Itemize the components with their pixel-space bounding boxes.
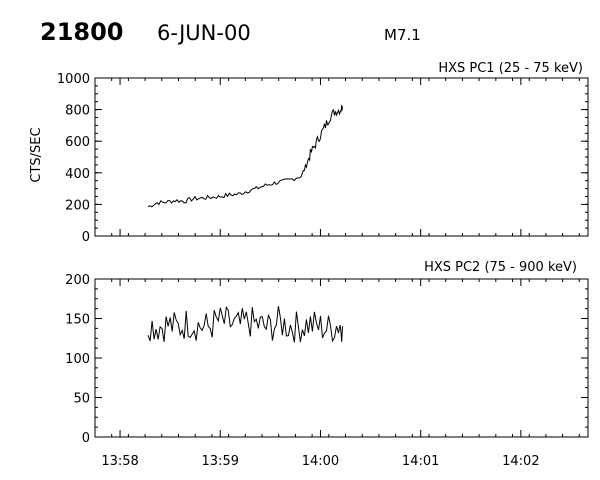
panel-title-pc1: HXS PC1 (25 - 75 keV) bbox=[438, 61, 583, 76]
tick-group-pc2: 0 50 100 150 200 bbox=[65, 273, 588, 446]
y-tick-label: 200 bbox=[65, 273, 90, 288]
y-tick-label: 1000 bbox=[57, 72, 90, 87]
event-number: 21800 bbox=[40, 18, 124, 46]
x-tick-labels: 13:58 13:59 14:00 14:01 14:02 bbox=[101, 454, 539, 469]
tick-group-pc1: 0 200 400 600 800 1000 bbox=[57, 72, 588, 245]
series-line-pc1 bbox=[147, 104, 343, 208]
x-tick-label: 14:01 bbox=[402, 454, 439, 469]
panel-title-pc2: HXS PC2 (75 - 900 keV) bbox=[424, 260, 577, 275]
y-tick-label: 100 bbox=[65, 352, 90, 367]
y-tick-label: 800 bbox=[65, 104, 90, 119]
plot-frame-pc2 bbox=[94, 278, 589, 438]
y-tick-label: 50 bbox=[73, 392, 90, 407]
x-tick-label: 13:58 bbox=[101, 454, 138, 469]
series-line-pc2 bbox=[147, 305, 343, 343]
y-tick-label: 200 bbox=[65, 198, 90, 213]
x-tick-label: 14:02 bbox=[502, 454, 539, 469]
panel-hxs-pc1: HXS PC1 (25 - 75 keV) CTS/SEC 0 200 400 600… bbox=[29, 61, 589, 245]
plot-frame-pc1 bbox=[94, 77, 589, 237]
flare-class: M7.1 bbox=[384, 26, 421, 44]
y-axis-label: CTS/SEC bbox=[29, 127, 44, 182]
x-tick-label: 14:00 bbox=[302, 454, 339, 469]
event-date: 6-JUN-00 bbox=[157, 21, 251, 45]
y-tick-label: 0 bbox=[82, 431, 90, 446]
panel-hxs-pc2: HXS PC2 (75 - 900 keV) 0 50 100 150 200 bbox=[65, 260, 589, 446]
x-tick-label: 13:59 bbox=[202, 454, 239, 469]
y-tick-label: 400 bbox=[65, 167, 90, 182]
y-tick-label: 150 bbox=[65, 313, 90, 328]
y-tick-label: 0 bbox=[82, 230, 90, 245]
y-tick-label: 600 bbox=[65, 135, 90, 150]
